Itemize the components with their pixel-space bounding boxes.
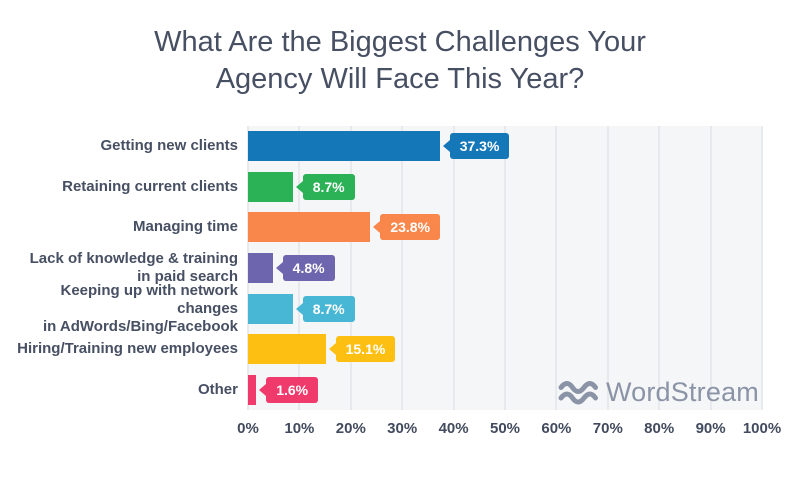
- callout-arrow-icon: [275, 262, 283, 274]
- waves-icon: [558, 381, 598, 405]
- bar: [248, 334, 326, 365]
- x-axis-tick: 0%: [237, 420, 259, 437]
- gridline: [658, 126, 661, 410]
- x-axis-tick: 70%: [592, 420, 623, 437]
- value-callout: 8.7%: [295, 294, 355, 324]
- value-label: 8.7%: [302, 295, 355, 322]
- category-label: Managing time: [132, 218, 238, 236]
- value-label: 23.8%: [380, 214, 441, 241]
- value-label: 15.1%: [335, 336, 396, 363]
- chart-title-line-2: Agency Will Face This Year?: [215, 62, 585, 95]
- value-label: 1.6%: [266, 376, 319, 403]
- bar: [248, 293, 293, 324]
- value-callout: 23.8%: [373, 212, 441, 242]
- gridline: [606, 126, 609, 410]
- value-callout: 37.3%: [442, 131, 510, 161]
- category-label: Keeping up with network changes in AdWor…: [42, 281, 238, 335]
- value-label: 37.3%: [449, 133, 510, 160]
- gridline: [504, 126, 506, 410]
- x-axis-tick: 80%: [644, 420, 675, 437]
- category-label: Hiring/Training new employees: [17, 340, 238, 358]
- callout-arrow-icon: [295, 302, 303, 315]
- callout-arrow-icon: [373, 221, 381, 234]
- bar: [248, 131, 440, 162]
- gridline: [349, 126, 352, 410]
- wordstream-logo: WordStream: [557, 377, 759, 408]
- category-label: Getting new clients: [100, 137, 238, 155]
- x-axis-tick: 60%: [541, 420, 572, 437]
- callout-arrow-icon: [328, 343, 336, 356]
- category-label: Lack of knowledge & training in paid sea…: [29, 250, 238, 285]
- bar: [248, 171, 293, 202]
- x-axis-tick: 10%: [284, 420, 315, 437]
- value-label: 8.7%: [302, 173, 355, 200]
- gridline: [555, 126, 558, 410]
- bar: [248, 253, 273, 283]
- value-callout: 4.8%: [275, 253, 335, 283]
- bar: [248, 212, 371, 243]
- value-callout: 1.6%: [259, 375, 319, 405]
- x-axis-tick: 40%: [438, 420, 469, 437]
- value-label: 4.8%: [282, 255, 335, 281]
- x-axis-tick: 100%: [742, 420, 782, 437]
- callout-arrow-icon: [442, 140, 450, 153]
- category-label: Retaining current clients: [62, 177, 238, 195]
- x-axis-tick: 30%: [387, 420, 418, 437]
- bar: [248, 374, 257, 405]
- value-callout: 15.1%: [328, 334, 396, 364]
- x-axis-tick: 50%: [489, 420, 521, 437]
- gridline: [709, 126, 712, 410]
- x-axis-tick: 90%: [695, 420, 726, 437]
- x-axis-tick: 20%: [335, 420, 366, 437]
- brand-name: WordStream: [605, 377, 759, 407]
- chart-title: What Are the Biggest Challenges Your Age…: [0, 24, 800, 97]
- callout-arrow-icon: [295, 180, 303, 193]
- value-callout: 8.7%: [295, 172, 355, 202]
- callout-arrow-icon: [259, 383, 267, 396]
- category-label: Other: [197, 380, 238, 398]
- chart-title-line-1: What Are the Biggest Challenges Your: [154, 26, 646, 58]
- gridline: [401, 126, 404, 410]
- gridline: [761, 126, 763, 410]
- gridline: [452, 126, 455, 410]
